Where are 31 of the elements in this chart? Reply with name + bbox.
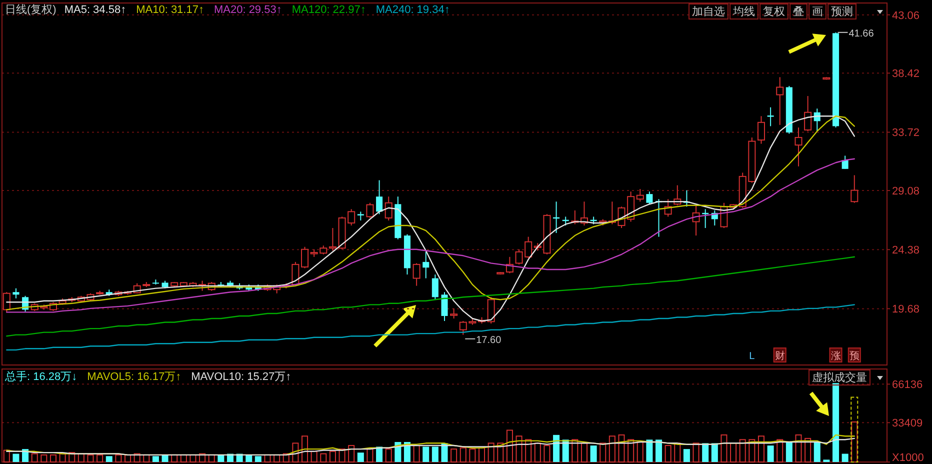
annotation: 41.66 [848,28,874,40]
annotation: 叠 [793,6,804,18]
y-tick-label: X1000 [892,452,924,464]
text: MAVOL5: 16.17万↑ [87,371,182,383]
text: MA120: 22.97↑ [292,4,366,16]
text: MA20: 29.53↑ [214,4,282,16]
annotation: 预 [849,351,860,362]
y-tick-label: 43.06 [892,10,920,22]
annotation: 复权 [763,6,785,18]
annotation: 涨 [830,350,841,362]
y-tick-label: 19.68 [892,304,920,316]
annotation: 加自选 [692,5,725,18]
y-tick-label: 29.08 [892,186,920,198]
text: MAVOL10: 15.27万↑ [191,371,292,383]
annotation: 虚拟成交量 [812,371,867,384]
annotation: 财 [774,350,785,362]
annotation: 均线 [732,5,755,18]
text: MA10: 31.17↑ [136,4,204,16]
text: 总手: 16.28万↓ [4,370,78,383]
annotation: 17.60 [476,334,502,346]
y-tick-label: 66136 [892,379,923,392]
annotation: L [749,351,756,362]
y-tick-label: 24.38 [892,244,920,257]
text: MA5: 34.58↑ [64,4,126,16]
text: MA240: 19.34↑ [376,4,450,16]
annotation: 预测 [831,6,853,18]
chart-title: 日线(复权) [5,3,56,16]
y-tick-label: 38.42 [892,68,920,80]
y-tick-label: 33.72 [892,127,920,140]
y-tick-label: 33409 [892,418,923,430]
annotation: 画 [812,6,823,18]
